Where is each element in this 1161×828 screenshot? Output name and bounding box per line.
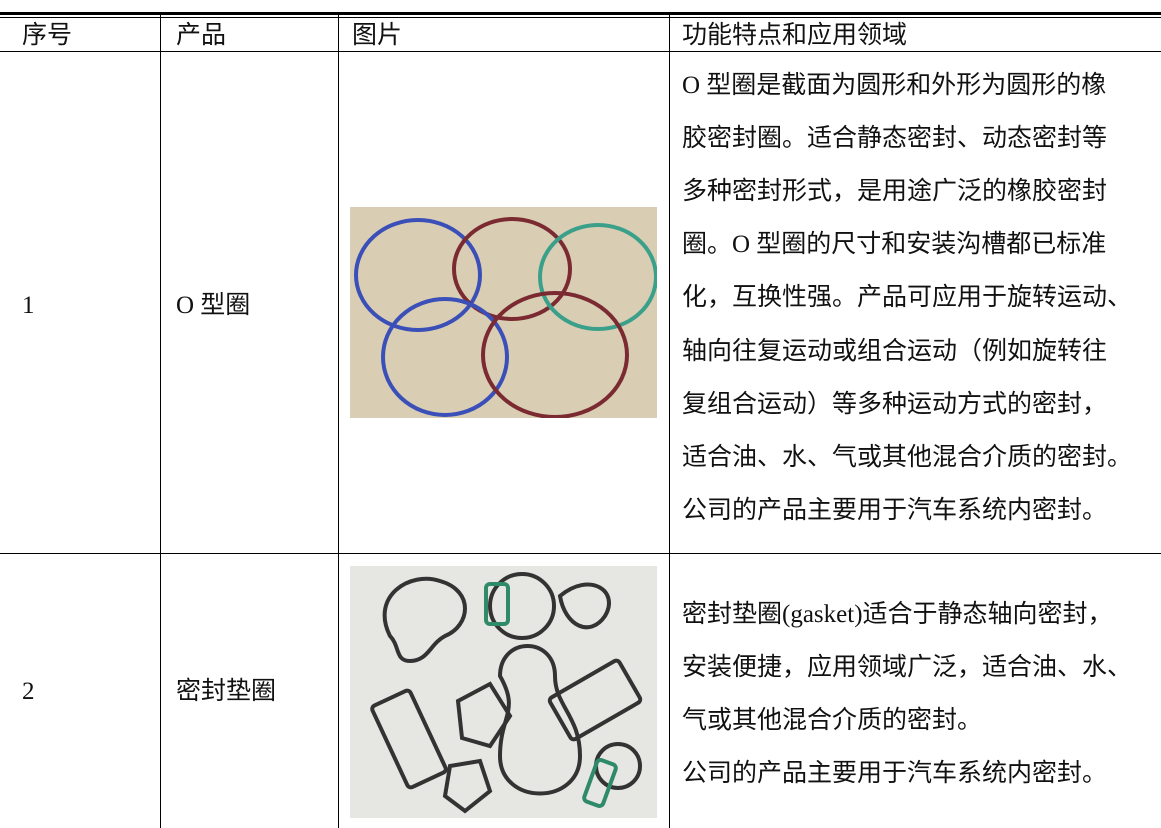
- column-rule: [160, 14, 161, 828]
- header-cell: 序号: [22, 22, 73, 49]
- description-line: 公司的产品主要用于汽车系统内密封。: [682, 760, 1108, 788]
- header-rule: [0, 51, 1161, 52]
- product-name: O 型圈: [176, 292, 251, 319]
- header-cell: 产品: [176, 22, 227, 49]
- table-top-rule-thin: [0, 17, 1161, 18]
- description-line: 化，互换性强。产品可应用于旋转运动、: [682, 284, 1133, 312]
- product-name: 密封垫圈: [176, 678, 277, 705]
- row-index: 1: [22, 292, 35, 319]
- description-line: 公司的产品主要用于汽车系统内密封。: [682, 496, 1108, 524]
- row-index: 2: [22, 678, 35, 705]
- description-line: 密封垫圈(gasket)适合于静态轴向密封，: [682, 601, 1113, 628]
- o-ring-photo: [350, 207, 657, 418]
- header-cell: 图片: [352, 22, 403, 49]
- description-line: 安装便捷，应用领域广泛，适合油、水、: [682, 654, 1133, 682]
- header-cell: 功能特点和应用领域: [682, 22, 908, 49]
- description-line: 气或其他混合介质的密封。: [682, 707, 983, 735]
- table-top-rule: [0, 12, 1161, 15]
- description-line: 胶密封圈。适合静态密封、动态密封等: [682, 125, 1108, 153]
- column-rule: [338, 14, 339, 828]
- description-line: 圈。O 型圈的尺寸和安装沟槽都已标准: [682, 231, 1107, 259]
- row-rule: [0, 553, 1161, 554]
- description-line: 复组合运动）等多种运动方式的密封，: [682, 390, 1108, 418]
- description-line: 多种密封形式，是用途广泛的橡胶密封: [682, 178, 1108, 206]
- column-rule: [669, 14, 670, 828]
- description-line: 适合油、水、气或其他混合介质的密封。: [682, 443, 1133, 471]
- description-line: O 型圈是截面为圆形和外形为圆形的橡: [682, 72, 1107, 99]
- description-line: 轴向往复运动或组合运动（例如旋转往: [682, 337, 1108, 365]
- gasket-photo: [350, 566, 657, 818]
